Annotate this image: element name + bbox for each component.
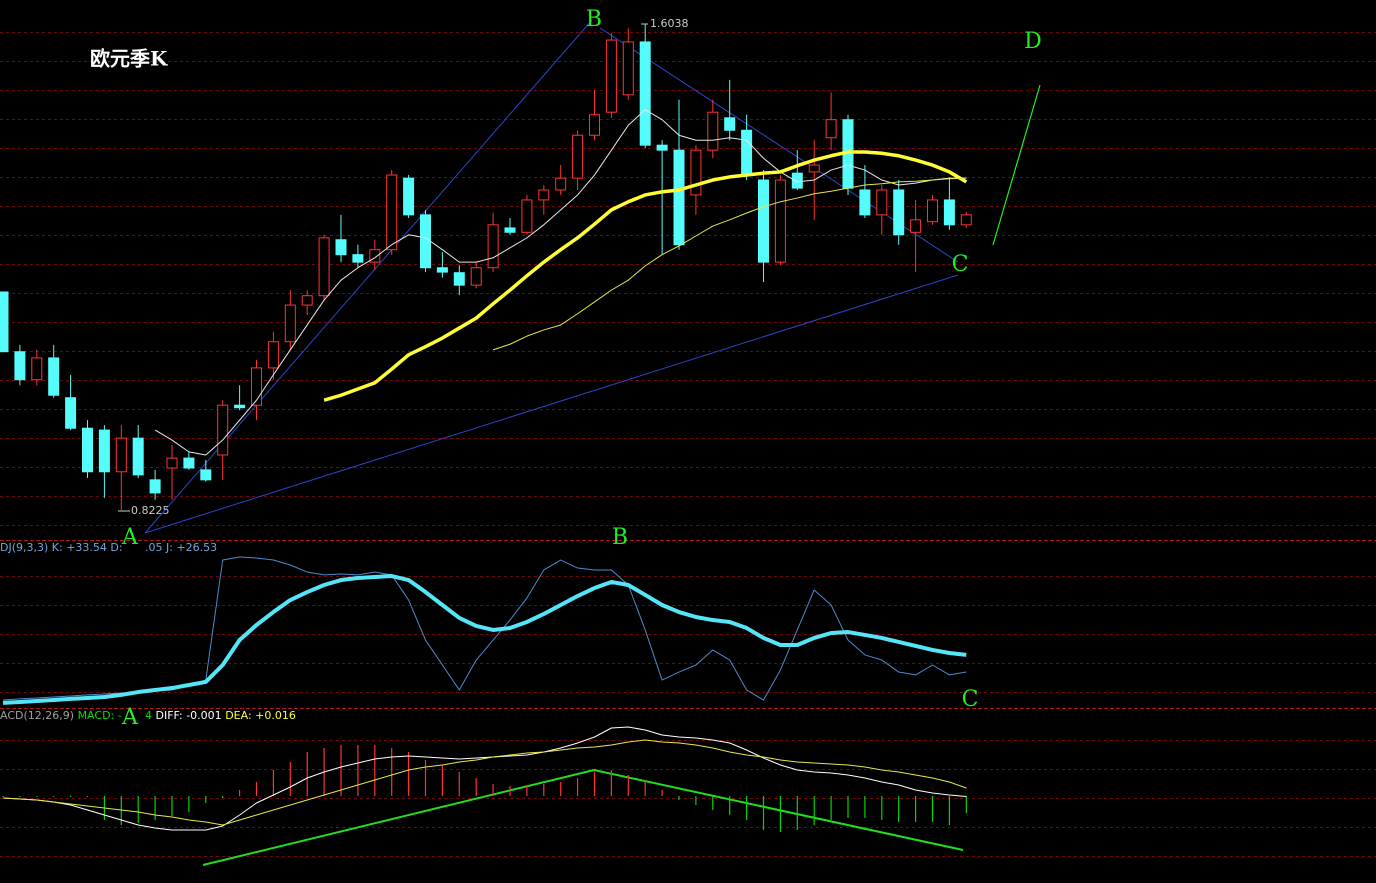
candle-body — [605, 39, 617, 113]
legend-item: MACD: - — [78, 709, 122, 722]
candle-body — [251, 367, 262, 406]
candle-body — [876, 189, 888, 216]
candle-body — [656, 144, 668, 151]
candle-body — [910, 219, 922, 233]
candle-body — [487, 224, 499, 269]
candle-body — [521, 199, 533, 233]
candle-body — [98, 429, 110, 473]
candle-body — [115, 437, 127, 473]
legend-item: .05 J: +26.53 — [145, 541, 217, 554]
wave-label: A — [121, 525, 139, 550]
candle-body — [403, 177, 415, 216]
candle-body — [470, 267, 482, 286]
chart-title: 欧元季K — [90, 47, 168, 71]
wave-label: C — [962, 687, 979, 712]
candle-body — [808, 164, 820, 173]
candle-body — [859, 189, 871, 216]
candle-body — [758, 179, 769, 263]
legend-item: ACD(12,26,9) — [0, 709, 78, 722]
indicator-line — [2, 739, 967, 826]
main-grid — [0, 4, 1376, 534]
candle-body — [589, 114, 600, 136]
candle-body — [893, 189, 905, 236]
legend-item: 4 — [145, 709, 156, 722]
candle-body — [960, 214, 972, 226]
kdj-grid — [0, 548, 1376, 703]
candle-body — [149, 479, 161, 494]
candle-body — [200, 469, 212, 481]
wave-label: B — [586, 7, 602, 32]
indicator-line — [492, 177, 967, 351]
candle-body — [673, 149, 685, 246]
candle-body — [318, 237, 330, 297]
projection-line — [992, 84, 1041, 246]
legend-item: DEA: +0.016 — [225, 709, 296, 722]
wave-label: D — [1024, 29, 1042, 54]
indicator-legend: 4 DIFF: -0.001 DEA: +0.016 — [145, 709, 296, 722]
candle-body — [82, 427, 93, 473]
candle-body — [572, 134, 584, 179]
wave-label: A — [121, 705, 139, 730]
candle-body — [707, 111, 719, 151]
trend-line — [144, 274, 959, 534]
candle-body — [538, 189, 550, 201]
indicator-line — [2, 574, 967, 705]
candle-body — [825, 119, 837, 139]
candle-body — [791, 172, 803, 189]
candle-body — [386, 174, 398, 251]
wave-label: C — [952, 252, 969, 277]
wave-label: B — [612, 525, 628, 550]
indicator-legend: .05 J: +26.53 — [145, 541, 217, 554]
candle-body — [166, 457, 178, 469]
candle-body — [504, 227, 516, 233]
candle-body — [65, 397, 77, 429]
candle-body — [352, 254, 364, 263]
candle-body — [927, 199, 938, 223]
candle-body — [132, 437, 144, 476]
candle-body — [690, 149, 702, 196]
legend-item: DJ(9,3,3) K: +33.54 D: — [0, 541, 123, 554]
candle-body — [453, 272, 465, 286]
candle-body — [639, 41, 651, 146]
candle-body — [420, 214, 431, 269]
candle-body — [48, 357, 60, 396]
indicator-line — [2, 726, 967, 831]
candle-body — [774, 179, 786, 263]
candle-body — [622, 41, 634, 96]
min-label: 0.8225 — [131, 504, 170, 517]
candle-body — [14, 351, 26, 381]
candle-body — [555, 177, 567, 191]
divergence-line — [202, 768, 964, 866]
candle-body — [183, 457, 195, 469]
candle-body — [284, 304, 296, 343]
candle-body — [369, 249, 381, 263]
candle-body — [724, 117, 736, 131]
candle-body — [234, 404, 246, 409]
candle-body — [335, 239, 347, 256]
candle-body — [741, 129, 753, 176]
candle-body — [217, 404, 229, 456]
legend-item: DIFF: -0.001 — [156, 709, 226, 722]
candle-body — [943, 199, 955, 226]
indicator-line — [323, 150, 968, 402]
candle-body — [31, 357, 43, 381]
candle-body — [436, 267, 448, 273]
candle-body — [0, 291, 9, 353]
indicator-legend: ACD(12,26,9) MACD: - — [0, 709, 122, 722]
candle-body — [301, 295, 313, 306]
max-label: 1.6038 — [650, 17, 689, 30]
indicator-legend: DJ(9,3,3) K: +33.54 D: — [0, 541, 123, 554]
candle-body — [267, 341, 279, 369]
indicator-line — [154, 109, 967, 456]
macd-grid — [0, 712, 1376, 880]
